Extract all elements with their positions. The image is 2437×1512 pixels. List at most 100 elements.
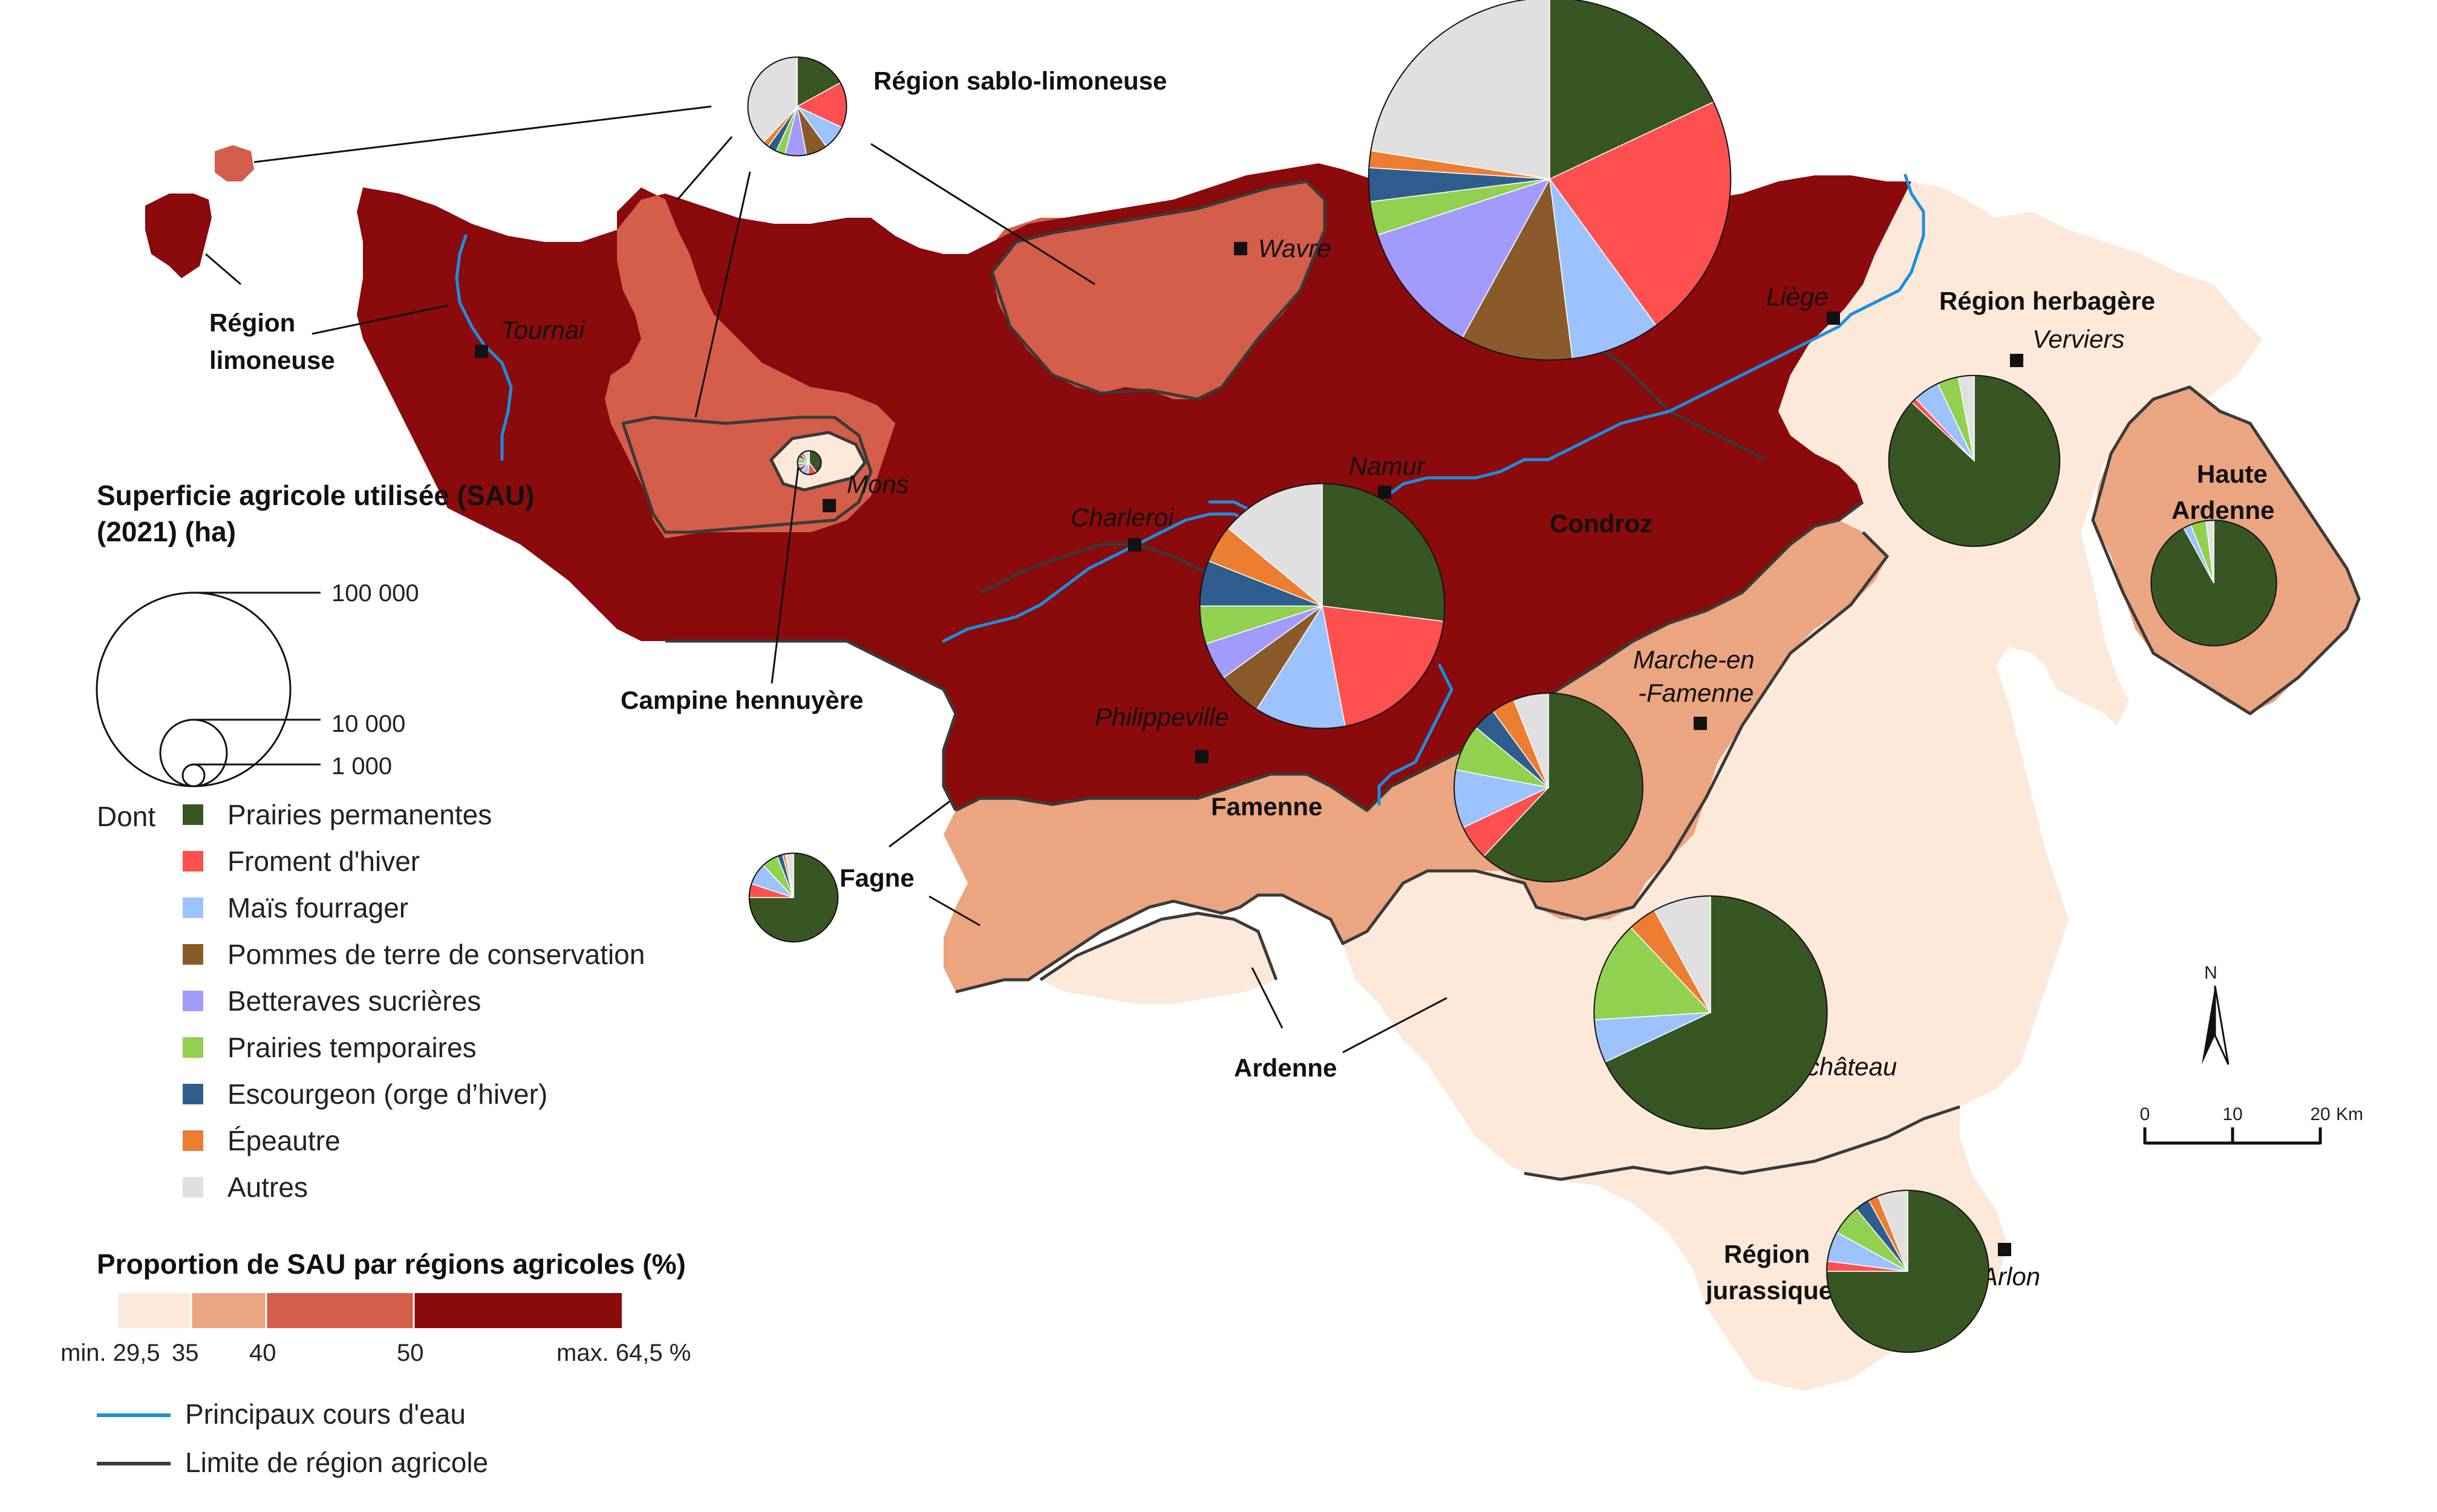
region-sablo-north-strip [617, 206, 677, 284]
legend: Superficie agricole utilisée (SAU) (2021… [60, 480, 691, 1478]
pie-r-gion-jurassique [1826, 1190, 1989, 1353]
city-marker-tournai [475, 345, 488, 358]
crop-label-7: Épeautre [227, 1125, 341, 1156]
region-label-herbagere: Région herbagère [1939, 287, 2155, 315]
region-label-haute-2: Ardenne [2171, 496, 2274, 524]
pie-charts [747, 0, 2277, 1353]
pie-outline [1593, 895, 1828, 1130]
crop-label-2: Maïs fourrager [227, 892, 408, 924]
city-marker-mons [823, 499, 836, 512]
legend-tick-max: max. 64,5 % [556, 1340, 691, 1366]
legend-river-label: Principaux cours d'eau [185, 1398, 466, 1430]
legend-tick-min: min. 29,5 [60, 1340, 160, 1366]
city-label-wavre: Wavre [1258, 234, 1331, 262]
legend-class-2 [191, 1293, 266, 1328]
city-marker-arlon [1998, 1243, 2011, 1256]
city-label-verviers: Verviers [2032, 325, 2124, 353]
pie-outline [747, 56, 847, 157]
region-ardenne-west [1040, 913, 1276, 1004]
legend-tick-50: 50 [397, 1340, 424, 1366]
scale-unit: Km [2336, 1104, 2363, 1124]
crop-label-4: Betteraves sucrières [227, 985, 481, 1017]
region-famenne-marche [944, 520, 1887, 992]
crop-swatch-1 [183, 851, 203, 872]
scale-tick-10: 10 [2222, 1104, 2242, 1124]
pie-r-gion-sablo-limoneuse [747, 56, 847, 157]
region-label-campine: Campine hennuyère [621, 686, 863, 714]
legend-sau-title-1: Superficie agricole utilisée (SAU) [97, 480, 534, 511]
pie-outline [1199, 483, 1446, 729]
legend-dont: Dont [97, 801, 155, 832]
region-label-limoneuse-1: Région [209, 308, 295, 337]
city-label-philippeville: Philippeville [1095, 703, 1229, 731]
crop-legend: Prairies permanentes Froment d'hiver Maïs … [183, 799, 645, 1203]
city-label-mons: Mons [847, 470, 909, 498]
leader-lines [205, 105, 1447, 1054]
crop-swatch-2 [183, 898, 203, 918]
scale-bar: 0 10 20 Km [2140, 1104, 2363, 1145]
region-label-fagne: Fagne [840, 864, 915, 892]
pie-campine-hennuy-re [797, 450, 822, 475]
city-label-arlon: Arlon [1979, 1262, 2040, 1291]
crop-label-0: Prairies permanentes [227, 799, 492, 830]
crop-swatch-7 [183, 1130, 203, 1151]
legend-size-label-100000: 100 000 [331, 580, 419, 607]
legend-sau-title-2: (2021) (ha) [97, 516, 236, 547]
region-label-sablo: Région sablo-limoneuse [873, 67, 1167, 95]
pie-slice-8 [1370, 0, 1550, 180]
pie-ardenne [1593, 895, 1828, 1130]
north-arrow: N [2202, 963, 2230, 1065]
city-marker-namur [1378, 486, 1391, 499]
city-label-marche-2: -Famenne [1638, 679, 1754, 707]
legend-class-3 [266, 1293, 414, 1328]
region-sablo-limoneuse-island [215, 145, 254, 181]
region-label-limoneuse-2: limoneuse [209, 346, 335, 374]
crop-label-1: Froment d'hiver [227, 846, 420, 877]
crop-swatch-6 [183, 1084, 203, 1104]
north-label: N [2204, 963, 2217, 983]
pie-outline [797, 450, 822, 475]
crop-label-8: Autres [227, 1171, 308, 1203]
legend-size-label-10000: 10 000 [331, 711, 405, 737]
city-label-liege: Liège [1766, 282, 1829, 311]
city-marker-verviers [2010, 354, 2023, 367]
city-marker-philippeville [1195, 750, 1209, 763]
pie-outline [748, 852, 839, 943]
region-label-jura-2: jurassique [1705, 1276, 1833, 1305]
region-label-famenne: Famenne [1211, 792, 1322, 821]
city-label-charleroi: Charleroi [1071, 503, 1175, 532]
legend-prop-title: Proportion de SAU par régions agricoles … [97, 1248, 686, 1280]
crop-swatch-5 [183, 1037, 203, 1058]
legend-class-1 [119, 1293, 191, 1328]
region-sablo-limoneuse-east-top [992, 181, 1325, 399]
crop-swatch-8 [183, 1177, 203, 1198]
legend-boundary-label: Limite de région agricole [185, 1447, 488, 1478]
city-label-marche-1: Marche-en [1633, 645, 1755, 674]
pie-outline [1368, 0, 1732, 361]
crop-swatch-3 [183, 944, 203, 965]
city-marker-liege [1827, 311, 1840, 325]
pie-fagne [748, 852, 839, 943]
city-marker-marche [1694, 717, 1707, 730]
crop-swatch-4 [183, 991, 203, 1011]
legend-tick-40: 40 [249, 1340, 276, 1366]
scale-tick-0: 0 [2140, 1104, 2150, 1124]
legend-size-circle-1000 [181, 763, 206, 787]
pie-outline [1888, 374, 2061, 547]
city-label-tournai: Tournai [501, 316, 586, 344]
legend-class-4 [414, 1293, 622, 1328]
city-label-namur: Namur [1349, 452, 1426, 480]
river-meuse [942, 174, 1925, 806]
region-limoneuse-enclave [145, 194, 212, 278]
city-marker-charleroi [1128, 538, 1141, 552]
pie-r-gion-limoneuse [1368, 0, 1732, 361]
scale-tick-20: 20 [2310, 1104, 2330, 1124]
crop-label-3: Pommes de terre de conservation [227, 939, 645, 970]
pie-r-gion-herbag-re [1888, 374, 2061, 547]
crop-label-5: Prairies temporaires [227, 1032, 477, 1063]
pie-condroz [1199, 483, 1446, 729]
region-label-jura-1: Région [1724, 1240, 1810, 1268]
pie-outline [1453, 692, 1643, 882]
region-label-condroz: Condroz [1550, 509, 1652, 538]
